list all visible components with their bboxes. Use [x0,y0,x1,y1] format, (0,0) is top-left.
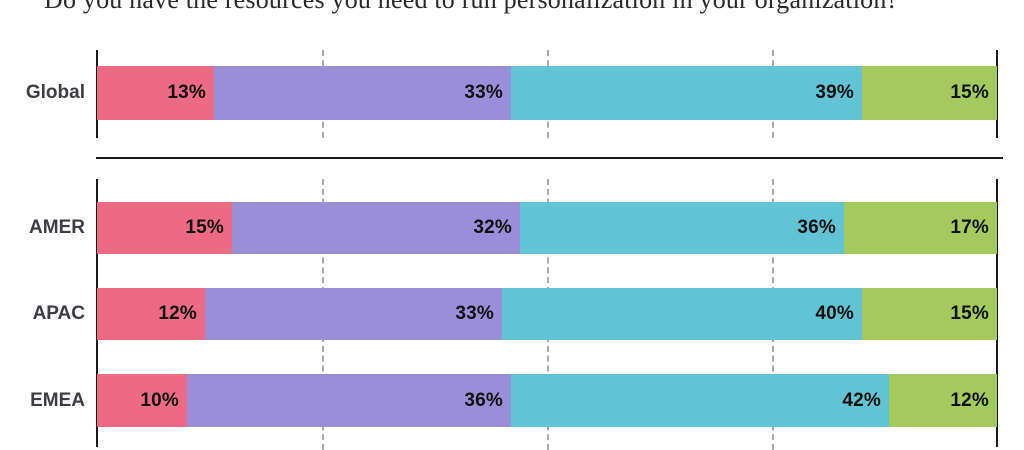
bar-segment-series-4-green: 12% [889,374,997,427]
bar-segment-series-1-rose: 10% [97,374,187,427]
bar-segment-series-2-purple: 33% [205,288,502,340]
segment-value-label: 17% [950,217,989,238]
bar-segment-series-1-rose: 12% [97,288,205,340]
segment-value-label: 33% [464,82,503,103]
bar-row-amer: 15% 32% 36% 17% [97,202,997,254]
segment-value-label: 40% [815,303,854,324]
bar-row-apac: 12% 33% 40% 15% [97,288,997,340]
panel-regions: 15% 32% 36% 17% 12% 33% 40% 15% 10% 36% 42% 12% [96,179,998,450]
segment-value-label: 12% [158,303,197,324]
segment-value-label: 13% [167,82,206,103]
category-label-emea: EMEA [30,389,85,411]
bar-segment-series-1-rose: 13% [97,66,214,120]
segment-value-label: 15% [950,303,989,324]
bar-segment-series-3-teal: 42% [511,374,889,427]
segment-value-label: 15% [185,217,224,238]
bar-segment-series-3-teal: 40% [502,288,862,340]
bar-row-emea: 10% 36% 42% 12% [97,374,997,427]
bar-segment-series-4-green: 15% [862,66,997,120]
segment-value-label: 36% [464,389,503,411]
segment-value-label: 33% [455,303,494,324]
segment-value-label: 12% [950,389,989,411]
chart-title: Do you have the resources you need to ru… [44,0,898,15]
segment-value-label: 32% [473,217,512,238]
right-axis-line [996,50,998,138]
panel-divider-line [96,157,1003,159]
bar-segment-series-3-teal: 36% [520,202,844,254]
category-label-apac: APAC [32,303,85,324]
segment-value-label: 42% [842,389,881,411]
bar-row-global: 13% 33% 39% 15% [97,66,997,120]
bar-segment-series-2-purple: 32% [232,202,520,254]
panel-global: 13% 33% 39% 15% [96,50,998,138]
bar-segment-series-1-rose: 15% [97,202,232,254]
category-label-amer: AMER [29,217,85,238]
category-label-global: Global [25,82,85,103]
segment-value-label: 36% [797,217,836,238]
bar-segment-series-4-green: 15% [862,288,997,340]
bar-segment-series-2-purple: 36% [187,374,511,427]
segment-value-label: 10% [140,389,179,411]
segment-value-label: 39% [815,82,854,103]
bar-segment-series-2-purple: 33% [214,66,511,120]
right-axis-line [996,179,998,447]
bar-segment-series-4-green: 17% [844,202,997,254]
segment-value-label: 15% [950,82,989,103]
bar-segment-series-3-teal: 39% [511,66,862,120]
